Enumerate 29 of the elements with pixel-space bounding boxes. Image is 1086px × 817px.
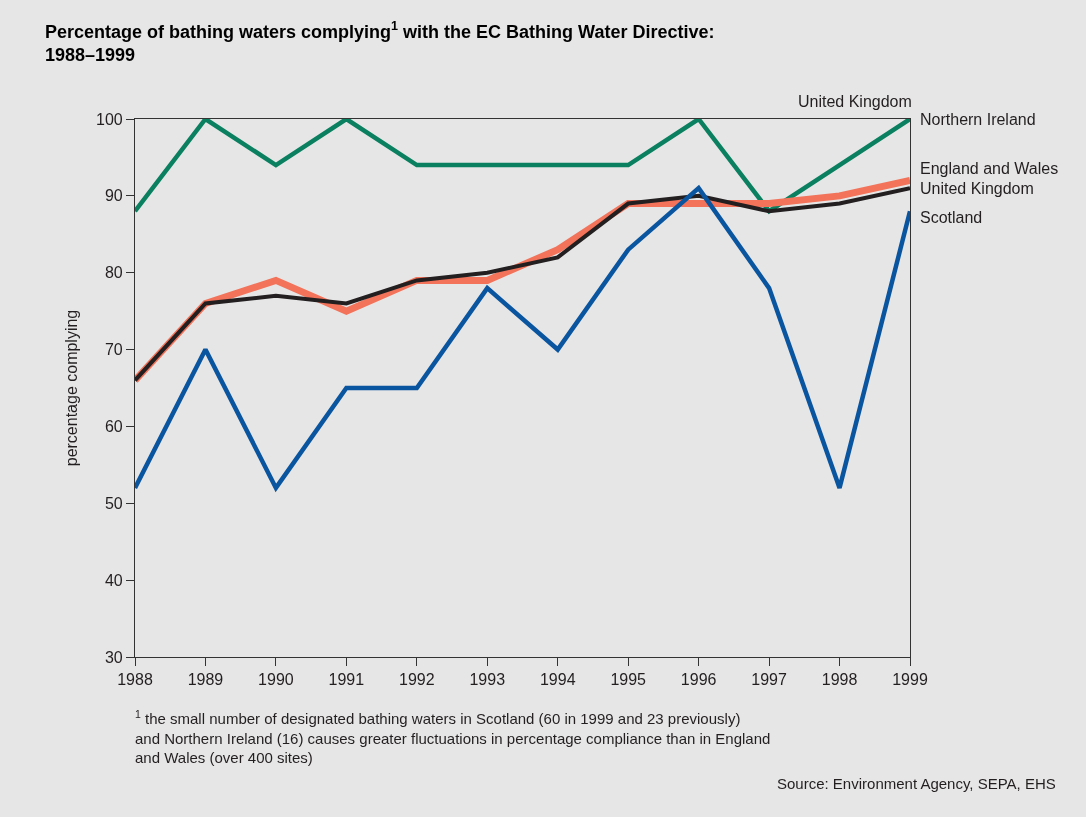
- y-tick-label: 50: [104, 494, 123, 512]
- source-note: Source: Environment Agency, SEPA, EHS: [777, 775, 1056, 792]
- x-tick-label: 1990: [258, 671, 294, 689]
- x-tick-label: 1997: [751, 671, 787, 689]
- y-tick-label: 60: [104, 418, 123, 436]
- x-tick-label: 1995: [610, 671, 647, 689]
- x-tick-label: 1999: [892, 671, 928, 689]
- text: $^{1}$ the small number of designated bathing waters in Scotland (60 in 1999 and 23 previously) and Northern Ireland (16) causes greater fluctuations in percentage compliance than in England and Wales (over 400 sites): [135, 708, 771, 767]
- y-tick-label: 100: [96, 110, 123, 128]
- series-label: England and Wales: [920, 160, 1059, 177]
- y-tick-label: 80: [104, 264, 123, 282]
- x-tick-label: 1994: [539, 671, 576, 689]
- text: United Kingdom: [798, 93, 912, 110]
- x-tick-label: 1992: [399, 671, 435, 689]
- y-axis-title: percentage complying: [62, 309, 80, 467]
- y-tick-label: 70: [104, 341, 123, 359]
- x-tick-label: 1996: [680, 671, 717, 689]
- y-tick-label: 90: [104, 187, 123, 205]
- x-tick-label: 1998: [821, 671, 858, 689]
- x-tick-label: 1988: [117, 671, 153, 689]
- series-label: United Kingdom: [920, 180, 1034, 197]
- series-label: Northern Ireland: [920, 111, 1036, 128]
- y-tick-label: 30: [104, 648, 123, 666]
- x-tick-label: 1991: [328, 671, 365, 689]
- x-tick-label: 1993: [469, 671, 506, 689]
- x-tick-label: 1989: [187, 671, 224, 689]
- series-label: Scotland: [920, 209, 983, 226]
- y-tick-label: 40: [104, 571, 123, 589]
- chart-title: Percentage of bathing waters complying$^{1}$ with the EC Bathing Water Directive: 1988–1999: [45, 19, 715, 66]
